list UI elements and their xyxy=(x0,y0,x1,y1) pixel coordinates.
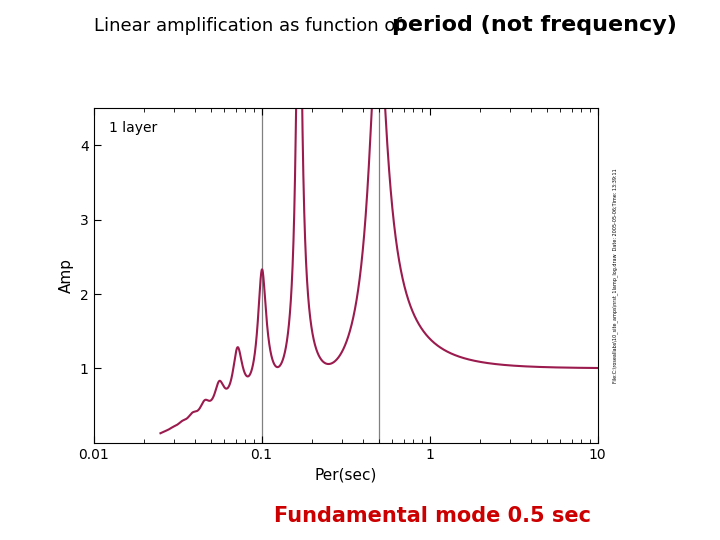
Text: Linear amplification as function of: Linear amplification as function of xyxy=(94,17,407,35)
Text: 1 layer: 1 layer xyxy=(109,122,157,136)
X-axis label: Per(sec): Per(sec) xyxy=(315,467,377,482)
Text: Fundamental mode 0.5 sec: Fundamental mode 0.5 sec xyxy=(274,507,590,526)
Text: period (not frequency): period (not frequency) xyxy=(392,15,678,35)
Y-axis label: Amp: Amp xyxy=(59,258,74,293)
Text: File:C:\roseallabs\10_site_amps\nrst_1lamp_log.draw  Date: 2005-05-06;Time: 13:3: File:C:\roseallabs\10_site_amps\nrst_1la… xyxy=(613,168,618,383)
